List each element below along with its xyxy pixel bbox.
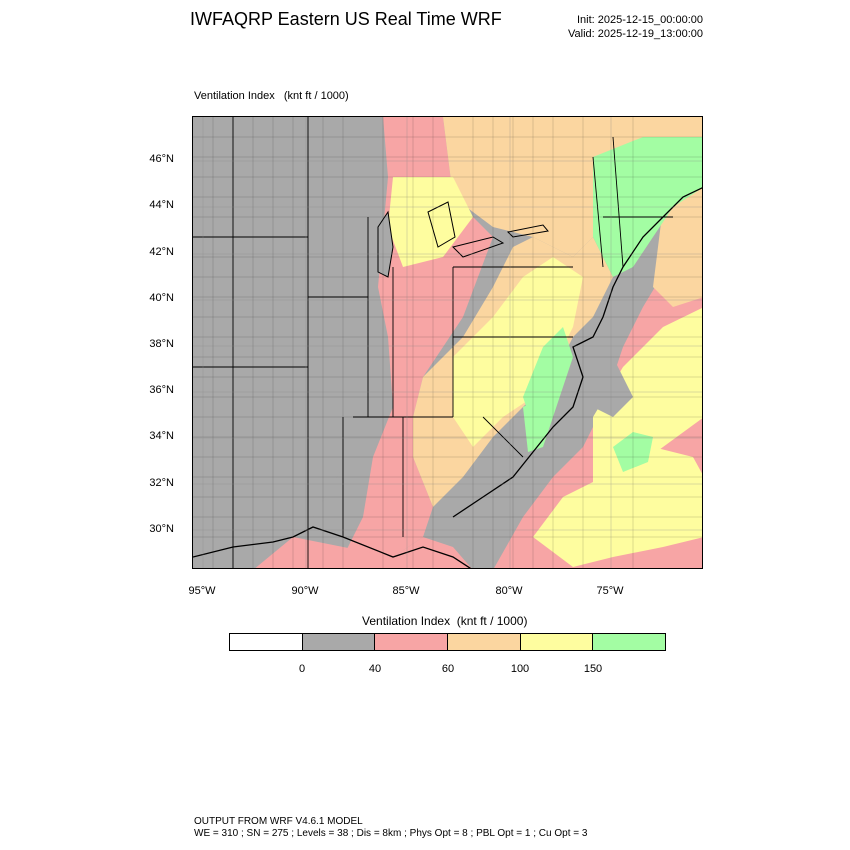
lon-label-95: 95°W bbox=[188, 585, 216, 597]
map-panel bbox=[192, 116, 703, 569]
legend-swatch-orange bbox=[448, 634, 521, 650]
mid-yellow bbox=[453, 257, 583, 447]
map-title: IWFAQRP Eastern US Real Time WRF bbox=[190, 9, 502, 29]
map-canvas bbox=[193, 117, 702, 568]
lat-label-40: 40°N bbox=[149, 292, 174, 304]
legend-tick-60: 60 bbox=[441, 663, 455, 675]
legend-tick-100: 100 bbox=[510, 663, 530, 675]
gulf-pink bbox=[255, 537, 472, 568]
legend-title: Ventilation Index (knt ft / 1000) bbox=[362, 614, 528, 628]
lon-label-75: 75°W bbox=[596, 585, 624, 597]
lat-label-44: 44°N bbox=[149, 199, 174, 211]
field-label: Ventilation Index (knt ft / 1000) bbox=[194, 90, 349, 102]
lat-label-42: 42°N bbox=[149, 246, 174, 258]
legend-tick-150: 150 bbox=[583, 663, 603, 675]
legend-swatch-yellow bbox=[520, 634, 594, 650]
valid-time: Valid: 2025-12-19_13:00:00 bbox=[568, 28, 703, 40]
legend-swatch-pink bbox=[375, 634, 449, 650]
lat-label-30: 30°N bbox=[149, 523, 174, 535]
lat-label-32: 32°N bbox=[149, 477, 174, 489]
legend-tick-0: 0 bbox=[298, 663, 306, 675]
lake-huron bbox=[427, 201, 456, 248]
county-grid bbox=[193, 117, 702, 568]
footer-line-1: OUTPUT FROM WRF V4.6.1 MODEL bbox=[194, 816, 363, 827]
lat-label-38: 38°N bbox=[149, 338, 174, 350]
lake-michigan bbox=[377, 210, 394, 278]
model-footer: OUTPUT FROM WRF V4.6.1 MODEL WE = 310 ; … bbox=[194, 816, 587, 840]
lat-label-36: 36°N bbox=[149, 384, 174, 396]
lake-erie bbox=[452, 236, 505, 258]
run-info: Init: 2025-12-15_00:00:00 Valid: 2025-12… bbox=[568, 13, 703, 41]
lake-ontario bbox=[506, 224, 549, 238]
lat-label-46: 46°N bbox=[149, 153, 174, 165]
legend-swatch-green bbox=[593, 634, 666, 650]
lon-label-85: 85°W bbox=[392, 585, 420, 597]
lon-label-80: 80°W bbox=[495, 585, 523, 597]
footer-line-2: WE = 310 ; SN = 275 ; Levels = 38 ; Dis … bbox=[194, 828, 588, 839]
lon-label-90: 90°W bbox=[291, 585, 319, 597]
lat-label-34: 34°N bbox=[149, 430, 174, 442]
legend-tick-40: 40 bbox=[368, 663, 382, 675]
legend-swatch-white bbox=[230, 634, 303, 650]
legend-swatch-gray bbox=[302, 634, 376, 650]
init-time: Init: 2025-12-15_00:00:00 bbox=[577, 14, 703, 26]
color-legend bbox=[229, 633, 666, 651]
graticule bbox=[193, 117, 702, 568]
